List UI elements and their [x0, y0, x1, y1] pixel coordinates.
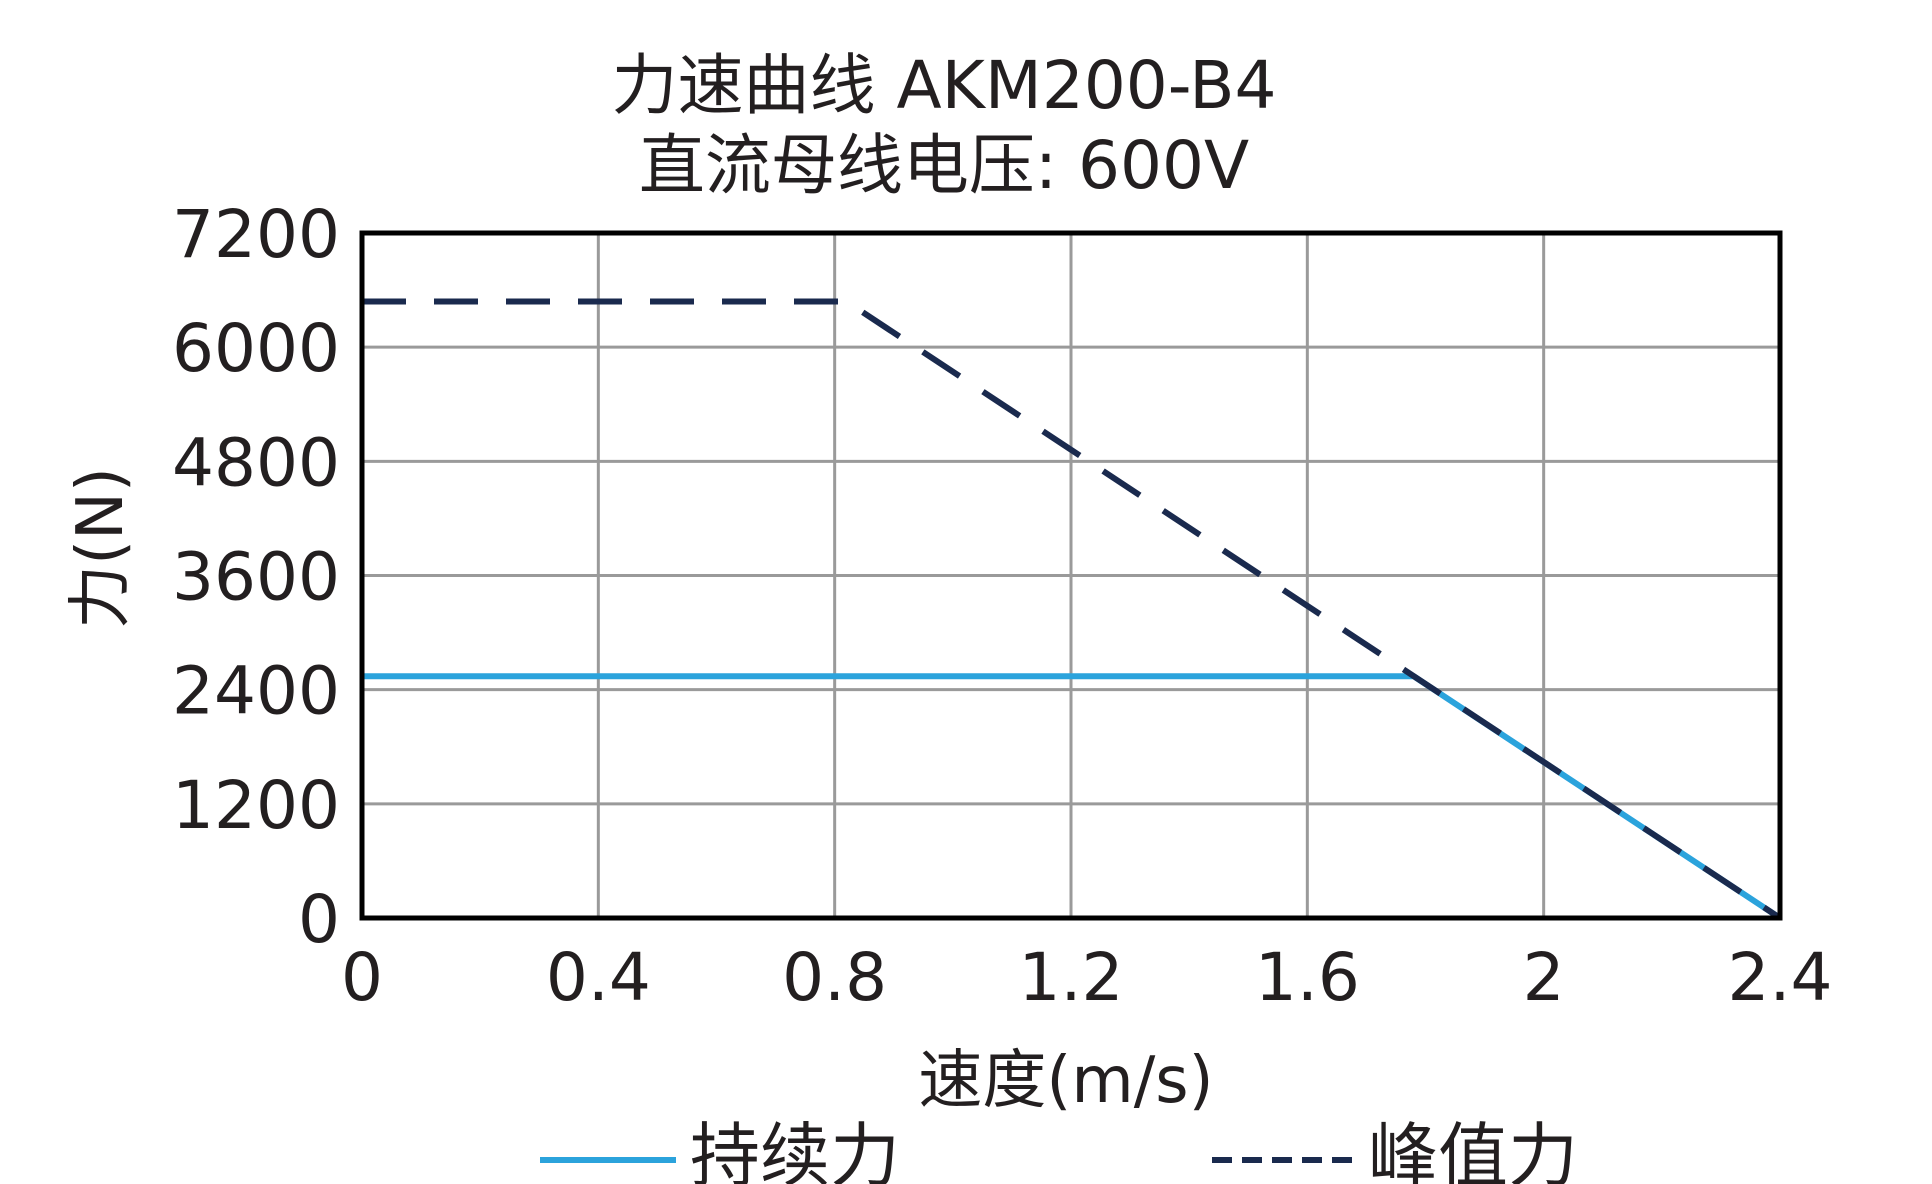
legend-label-peak: 峰值力 — [1368, 1115, 1578, 1184]
x-tick-label: 1.2 — [1019, 939, 1124, 1016]
series-line-peak — [362, 298, 1782, 921]
x-axis-label: 速度(m/s) — [918, 1044, 1213, 1118]
x-tick-label: 2 — [1523, 939, 1565, 1016]
y-tick-labels: 7200 6000 4800 3600 2400 1200 0 — [172, 196, 340, 958]
y-tick-label: 6000 — [172, 310, 340, 387]
y-tick-label: 7200 — [172, 196, 340, 273]
y-axis-label: 力(N) — [64, 467, 138, 629]
x-tick-label: 2.4 — [1728, 939, 1833, 1016]
x-tick-label: 0.8 — [782, 939, 887, 1016]
y-tick-label: 1200 — [172, 767, 340, 844]
chart-title: 力速曲线 AKM200-B4 — [611, 47, 1276, 124]
legend: 持续力 峰值力 — [540, 1115, 1578, 1184]
plot-frame — [359, 230, 1783, 921]
series-layer — [362, 298, 1782, 921]
chart-subtitle: 直流母线电压: 600V — [639, 127, 1249, 204]
y-tick-label: 4800 — [172, 424, 340, 501]
y-tick-label: 2400 — [172, 653, 340, 730]
legend-label-continuous: 持续力 — [690, 1115, 900, 1184]
x-tick-label: 0 — [341, 939, 383, 1016]
grid-lines — [360, 231, 1782, 920]
y-tick-label: 0 — [298, 881, 340, 958]
y-tick-label: 3600 — [172, 539, 340, 616]
x-tick-label: 1.6 — [1255, 939, 1360, 1016]
x-tick-labels: 0 0.4 0.8 1.2 1.6 2 2.4 — [341, 939, 1832, 1016]
x-tick-label: 0.4 — [546, 939, 651, 1016]
